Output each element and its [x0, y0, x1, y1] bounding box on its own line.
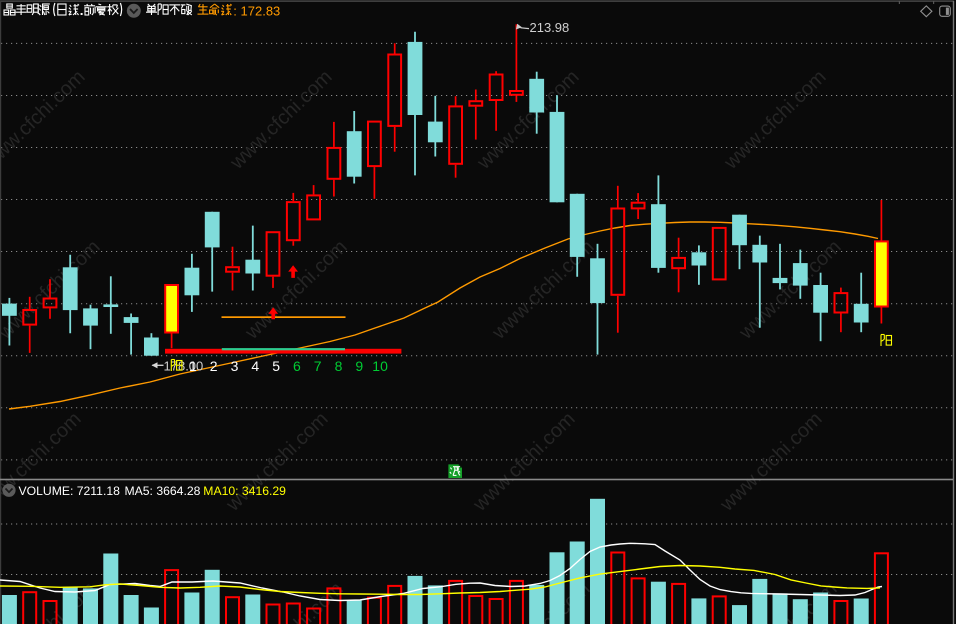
svg-text:MA5: 3664.28: MA5: 3664.28 [125, 484, 201, 498]
svg-text:: 172.83: : 172.83 [233, 4, 280, 19]
svg-text:7: 7 [314, 358, 322, 374]
svg-text:3: 3 [231, 358, 239, 374]
svg-text:4: 4 [251, 358, 259, 374]
svg-text:213.98: 213.98 [530, 20, 570, 35]
svg-text:VOLUME: 7211.18: VOLUME: 7211.18 [19, 484, 121, 498]
svg-text:6: 6 [293, 358, 301, 374]
svg-text:MA10: 3416.29: MA10: 3416.29 [203, 484, 286, 498]
svg-text:8: 8 [335, 358, 343, 374]
svg-text:2: 2 [210, 358, 218, 374]
svg-text:5: 5 [272, 358, 280, 374]
svg-text:1: 1 [189, 358, 197, 374]
svg-text:9: 9 [355, 358, 363, 374]
svg-text:178.00: 178.00 [164, 359, 204, 374]
svg-text:10: 10 [372, 358, 388, 374]
